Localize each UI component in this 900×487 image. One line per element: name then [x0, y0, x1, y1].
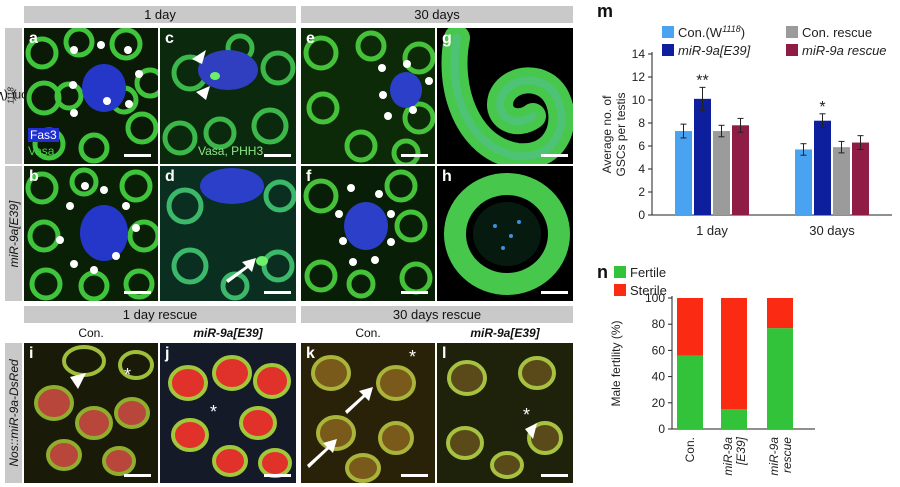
y-tick-label: 40 — [652, 370, 666, 384]
micrograph-panel-i: * i — [24, 343, 158, 483]
y-tick-label: 6 — [638, 139, 645, 153]
y-tick-label: 0 — [638, 208, 645, 222]
header-1-day-rescue: 1 day rescue — [24, 306, 296, 323]
figure-letter-m: m — [597, 1, 614, 21]
svg-text:*: * — [409, 347, 416, 367]
svg-text:*: * — [523, 405, 530, 425]
subheader-l: miR-9a[E39] — [470, 326, 540, 340]
panel-letter-a: a — [29, 30, 38, 47]
bar — [694, 98, 711, 215]
stacked-bar-segment — [721, 409, 747, 429]
x-tick-label: miR-9arescue — [767, 437, 794, 476]
y-tick-label: 60 — [652, 343, 666, 357]
x-tick-label: 1 day — [696, 223, 728, 238]
legend-swatch — [614, 284, 626, 296]
y-axis-label: Male fertility (%) — [609, 320, 623, 406]
panel-letter-g: g — [442, 30, 452, 47]
bar — [713, 131, 730, 215]
panel-letter-k: k — [306, 345, 315, 362]
y-tick-label: 20 — [652, 396, 666, 410]
legend-swatch — [662, 26, 674, 38]
legend-entry: Fertile — [630, 265, 666, 280]
y-tick-label: 2 — [638, 185, 645, 199]
micrograph-panel-h: h — [437, 166, 573, 301]
legend-swatch — [662, 44, 674, 56]
row-label-rescue: Nos::miR-9a-DsRed — [5, 343, 22, 483]
micrograph-panel-k: * k — [301, 343, 435, 483]
y-tick-label: 12 — [632, 70, 646, 84]
legend-entry: miR-9a[E39] — [678, 43, 751, 58]
y-tick-label: 0 — [658, 422, 665, 436]
panel-letter-l: l — [442, 345, 447, 362]
significance-marker: ** — [696, 72, 708, 89]
bar — [833, 147, 850, 215]
row-label-control: Con. (W 1118) — [0, 28, 36, 164]
legend-swatch — [786, 26, 798, 38]
stacked-bar-segment — [767, 298, 793, 329]
row-label-mutant: miR-9a[E39] — [5, 166, 22, 301]
stain-label-fas3: Fas3 — [28, 128, 59, 142]
subheader-k: Con. — [355, 326, 381, 340]
micrograph-panel-c: c Vasa, PHH3 — [160, 28, 296, 164]
x-tick-label: 30 days — [809, 223, 855, 238]
subheader-j: miR-9a[E39] — [193, 326, 263, 340]
bar — [814, 120, 831, 215]
figure-letter-n: n — [597, 262, 608, 282]
y-tick-label: 100 — [645, 291, 665, 305]
y-tick-label: 80 — [652, 317, 666, 331]
x-tick-label: Con. — [683, 437, 697, 462]
panel-letter-f: f — [306, 168, 312, 185]
x-tick-label: miR-9a[E39] — [721, 436, 748, 475]
legend-entry: Con.(W1118) — [678, 24, 745, 40]
y-tick-label: 10 — [632, 93, 646, 107]
row-label-rescue-text: Nos::miR-9a-DsRed — [6, 359, 21, 467]
y-tick-label: 4 — [638, 162, 645, 176]
panel-letter-b: b — [29, 168, 39, 185]
micrograph-panel-d: d — [160, 166, 296, 301]
micrograph-panel-f: f — [301, 166, 435, 301]
y-axis-label: Average no. ofGSCs per testis — [600, 92, 628, 176]
micrograph-panel-g: g — [437, 28, 573, 164]
panel-letter-i: i — [29, 345, 34, 362]
legend-entry: Con. rescue — [802, 25, 872, 40]
legend-swatch — [614, 266, 626, 278]
y-tick-label: 8 — [638, 116, 645, 130]
stacked-bar-segment — [767, 328, 793, 429]
micrograph-panel-b: b — [24, 166, 158, 301]
header-30-days-rescue: 30 days rescue — [301, 306, 573, 323]
micrograph-panel-j: * j — [160, 343, 296, 483]
bar — [852, 142, 869, 215]
bar — [732, 125, 749, 215]
panel-letter-e: e — [306, 30, 315, 47]
stacked-bar-segment — [677, 355, 703, 429]
stacked-bar-segment — [677, 298, 703, 356]
chart-n-male-fertility: 0 20 40 60 80 100 Male fertility (%) Con. miR-9a… — [609, 265, 815, 476]
panel-letter-c: c — [165, 30, 174, 47]
panel-letter-d: d — [165, 168, 175, 185]
bar — [675, 131, 692, 215]
significance-marker: * — [819, 99, 825, 116]
stacked-bar-segment — [721, 298, 747, 410]
svg-text:*: * — [210, 402, 217, 422]
svg-text:*: * — [124, 365, 131, 385]
row-label-control-close: ) — [11, 89, 16, 103]
micrograph-panel-e: e — [301, 28, 435, 164]
legend-swatch — [786, 44, 798, 56]
stain-label-vasa-phh3: Vasa, PHH3 — [198, 144, 264, 158]
y-tick-label: 14 — [632, 47, 646, 61]
legend-entry: miR-9a rescue — [802, 43, 887, 58]
legend-entry: Sterile — [630, 283, 667, 298]
stain-label-vasa: Vasa — [28, 144, 55, 158]
header-30-days: 30 days — [301, 6, 573, 23]
chart-m-gsc-count: 0 2 4 6 8 10 12 14 Average no. ofGSCs per testis… — [600, 24, 892, 238]
micrograph-panel-l: * l — [437, 343, 573, 483]
header-1-day: 1 day — [24, 6, 296, 23]
micrograph-panel-a: a Fas3 Vasa — [24, 28, 158, 164]
panel-letter-j: j — [165, 345, 170, 362]
row-label-mutant-text: miR-9a[E39] — [6, 200, 21, 267]
bar — [795, 149, 812, 215]
panel-letter-h: h — [442, 168, 452, 185]
subheader-i: Con. — [78, 326, 104, 340]
